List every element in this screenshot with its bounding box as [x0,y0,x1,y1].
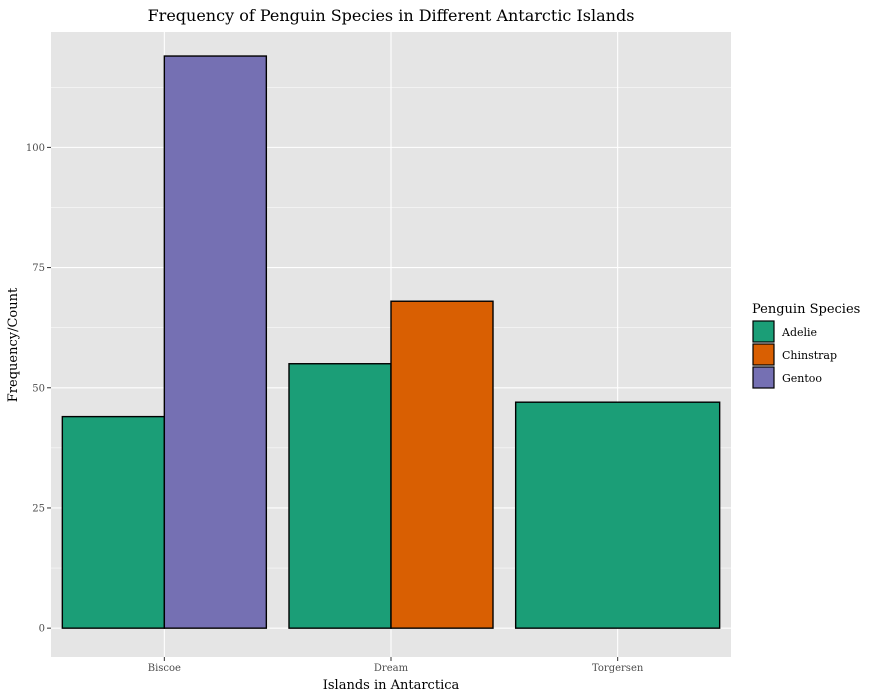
bar-dream-adelie [288,363,392,629]
legend-label-adelie: Adelie [781,326,817,339]
bar-biscoe-gentoo [163,55,268,629]
y-axis-title: Frequency/Count [6,287,21,402]
legend-title: Penguin Species [752,302,860,317]
legend-key-chinstrap [752,343,775,366]
x-tick-label-dream: Dream [374,663,409,674]
legend-key-adelie [752,320,775,343]
bars [61,55,721,629]
x-axis-ticks: Biscoe Dream Torgersen [148,657,644,674]
y-tick-label: 75 [32,263,45,274]
x-tick-label-biscoe: Biscoe [148,663,181,674]
y-tick-label: 50 [32,383,45,394]
y-tick-label: 0 [39,624,45,635]
y-axis-ticks: 0 25 50 75 100 [26,143,51,635]
bar-torgersen-adelie [514,401,721,629]
legend: Penguin Species Adelie Chinstrap Gentoo [752,302,860,389]
chart-title: Frequency of Penguin Species in Differen… [148,6,635,25]
legend-label-gentoo: Gentoo [782,372,822,385]
y-tick-label: 25 [32,503,45,514]
bar-biscoe-adelie [61,415,166,629]
x-tick-label-torgersen: Torgersen [592,663,644,674]
bar-dream-chinstrap [390,300,494,629]
y-tick-label: 100 [26,143,45,154]
legend-key-gentoo [752,366,775,389]
legend-label-chinstrap: Chinstrap [782,349,837,362]
x-axis-title: Islands in Antarctica [323,678,460,693]
